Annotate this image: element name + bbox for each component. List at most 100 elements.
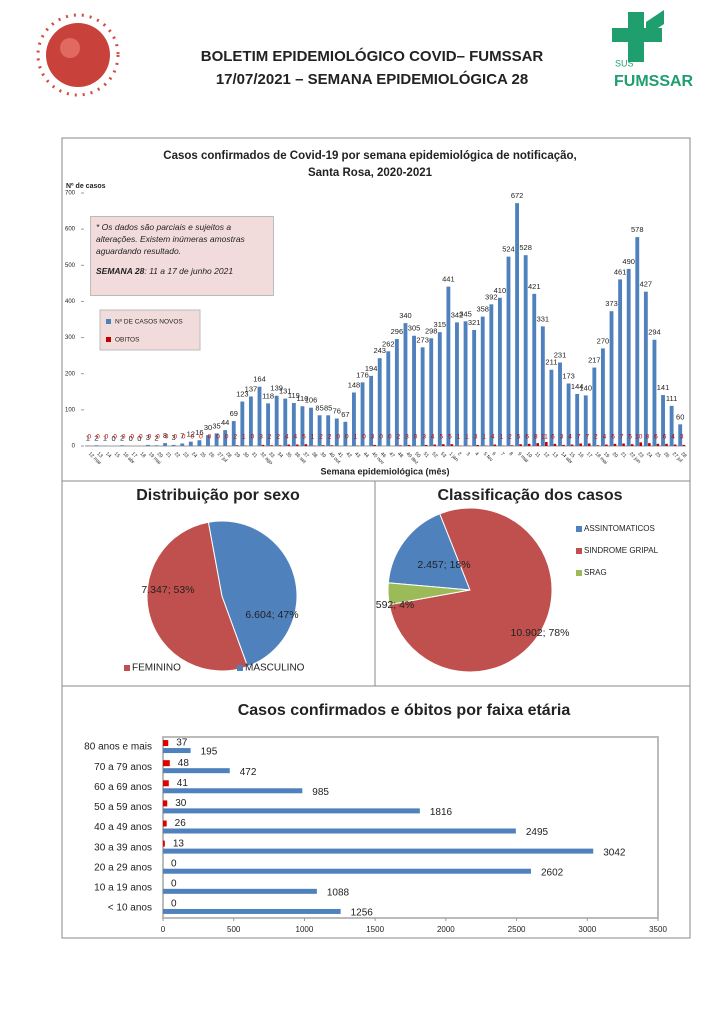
bar bbox=[240, 401, 245, 446]
bar bbox=[639, 442, 643, 446]
bar bbox=[682, 444, 685, 446]
y-tick-label: 40 a 49 anos bbox=[94, 822, 152, 833]
value-label: 672 bbox=[511, 191, 524, 200]
value-label: 67 bbox=[341, 410, 349, 419]
value-label: 4 bbox=[568, 434, 572, 441]
value-label: 3 bbox=[474, 434, 478, 441]
value-label: 392 bbox=[485, 292, 498, 301]
bar bbox=[656, 443, 660, 446]
x-tick-label: 37 bbox=[302, 451, 310, 459]
value-label: 60 bbox=[676, 412, 684, 421]
value-label: 4 bbox=[294, 434, 298, 441]
bar bbox=[566, 383, 571, 446]
bar bbox=[450, 444, 454, 446]
value-label: 0 bbox=[191, 434, 195, 441]
y-tick-label: 100 bbox=[65, 407, 76, 413]
bar bbox=[330, 445, 333, 446]
value-label: 0 bbox=[122, 434, 126, 441]
bar bbox=[206, 435, 210, 446]
x-tick-label: 0 bbox=[161, 925, 166, 934]
bar bbox=[665, 443, 668, 446]
value-label: 3 bbox=[371, 434, 375, 441]
bar bbox=[592, 367, 597, 446]
x-tick-label: 4 bbox=[473, 451, 479, 457]
bar bbox=[558, 362, 562, 446]
bar bbox=[154, 445, 159, 446]
value-label: 421 bbox=[528, 282, 541, 291]
bar bbox=[180, 443, 185, 446]
value-label: 1 bbox=[465, 434, 469, 441]
bar bbox=[618, 279, 623, 446]
value-label: 2 bbox=[120, 433, 124, 442]
x-tick-label: 10 bbox=[525, 451, 533, 459]
bar bbox=[587, 443, 591, 446]
value-label: 141 bbox=[657, 383, 670, 392]
pie-slice bbox=[388, 507, 553, 673]
value-label: 48 bbox=[178, 758, 190, 769]
value-label: 2 bbox=[319, 434, 323, 441]
bar bbox=[480, 316, 485, 446]
value-label: 0 bbox=[225, 434, 229, 441]
value-label: 137 bbox=[245, 384, 258, 393]
value-label: 0 bbox=[171, 899, 177, 910]
value-label: 8 bbox=[534, 434, 538, 441]
bar bbox=[407, 444, 411, 446]
value-label: 2495 bbox=[526, 827, 549, 838]
bar bbox=[214, 433, 219, 446]
x-tick-label: 2 bbox=[456, 451, 462, 457]
legend-swatch bbox=[106, 319, 111, 324]
bar bbox=[532, 293, 537, 446]
bar bbox=[163, 760, 170, 767]
value-label: 342 bbox=[451, 310, 464, 319]
value-label: 173 bbox=[562, 371, 575, 380]
x-tick-label: 3500 bbox=[649, 925, 667, 934]
value-label: 2 bbox=[508, 434, 512, 441]
bar bbox=[613, 443, 617, 446]
bar bbox=[433, 444, 436, 446]
bar bbox=[163, 788, 303, 794]
bar bbox=[163, 828, 516, 834]
value-label: 0 bbox=[139, 434, 143, 441]
note-dates: : 11 a 17 de junho 2021 bbox=[144, 266, 234, 276]
value-label: 0 bbox=[113, 434, 117, 441]
logo-sus: SUS bbox=[615, 58, 634, 68]
x-tick-label: 15 bbox=[568, 451, 576, 459]
value-label: 140 bbox=[580, 383, 593, 392]
x-tick-label: 7 bbox=[499, 451, 505, 457]
pie-label: 592; 4% bbox=[376, 599, 415, 611]
value-label: 0 bbox=[216, 434, 220, 441]
bar bbox=[403, 323, 408, 446]
bar bbox=[476, 444, 479, 446]
x-tick-label: 1500 bbox=[366, 925, 384, 934]
bar bbox=[163, 748, 191, 754]
x-tick-label: 21 bbox=[164, 451, 172, 459]
bar bbox=[420, 347, 425, 446]
value-label: 123 bbox=[236, 390, 249, 399]
pie-label: 10.902; 78% bbox=[511, 627, 570, 639]
bar bbox=[197, 440, 202, 446]
x-tick-label: 28 bbox=[679, 451, 687, 459]
value-label: 1 bbox=[103, 434, 107, 443]
x-tick-label: 20 bbox=[611, 451, 619, 459]
value-label: 85 bbox=[315, 403, 323, 412]
value-label: 13 bbox=[173, 838, 185, 849]
bar bbox=[163, 768, 230, 774]
bar bbox=[326, 415, 331, 446]
value-label: 0 bbox=[362, 434, 366, 441]
fumssar-logo: SUS FUMSSAR bbox=[612, 10, 694, 90]
value-label: 144 bbox=[571, 382, 584, 391]
bar bbox=[394, 339, 399, 446]
value-label: 148 bbox=[348, 380, 361, 389]
legend-label: FEMININO bbox=[132, 663, 181, 674]
bar bbox=[163, 740, 169, 747]
bar bbox=[575, 393, 580, 446]
value-label: 0 bbox=[171, 878, 177, 889]
bar bbox=[472, 329, 477, 446]
bar bbox=[429, 338, 434, 446]
bar bbox=[579, 443, 582, 446]
value-label: 0 bbox=[182, 434, 186, 441]
x-tick-label: 22 bbox=[173, 451, 181, 459]
value-label: 7 bbox=[577, 434, 581, 441]
bar bbox=[489, 304, 494, 446]
